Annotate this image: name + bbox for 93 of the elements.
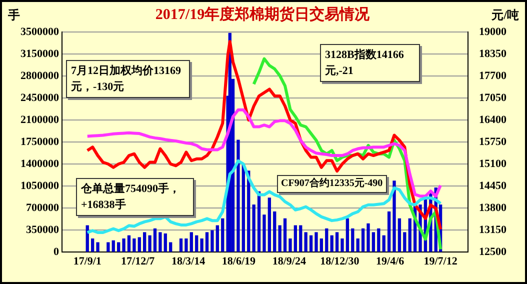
y-tick-label: 2450000	[20, 92, 60, 104]
bar	[372, 232, 376, 252]
bar	[361, 228, 365, 252]
y2-tick-label: 16400	[479, 114, 507, 126]
chart-title: 2017/19年度郑棉期货日交易情况	[155, 4, 371, 23]
y-tick-label: 350000	[26, 224, 60, 236]
bar	[158, 232, 162, 252]
bar	[283, 218, 287, 252]
bar	[122, 238, 126, 252]
x-tick-label: 19/4/6	[376, 255, 405, 268]
y2-tick-label: 13150	[479, 224, 507, 236]
bar	[392, 180, 396, 252]
bar	[330, 235, 334, 252]
bar	[242, 164, 245, 252]
bar	[96, 242, 100, 252]
bar	[309, 235, 313, 252]
bar	[398, 218, 402, 252]
bar	[164, 233, 167, 252]
bar	[184, 238, 188, 252]
annotation: 7月12日加权均价13169元，-130元	[66, 60, 190, 98]
y-tick-label: 3500000	[20, 26, 60, 38]
bar	[112, 240, 115, 252]
bar	[299, 225, 302, 252]
y2-tick-label: 17050	[479, 92, 507, 104]
bar	[153, 228, 157, 252]
y-tick-label: 2100000	[20, 114, 60, 126]
y2-tick-label: 12500	[479, 246, 507, 258]
bar	[216, 225, 219, 252]
bar	[377, 228, 380, 252]
y-tick-label: 1750000	[20, 136, 60, 148]
bar	[205, 232, 209, 252]
bar	[408, 218, 412, 252]
bar	[382, 235, 386, 252]
bar	[148, 235, 152, 252]
y-tick-label: 2800000	[20, 70, 60, 82]
bar	[340, 238, 344, 252]
bar	[179, 238, 183, 252]
bar	[346, 218, 350, 252]
y-tick-label: 1050000	[20, 180, 60, 192]
x-tick-label: 19/7/12	[424, 255, 458, 268]
bar	[169, 242, 172, 252]
bar	[294, 225, 298, 252]
y2-tick-label: 19000	[479, 26, 507, 38]
bar	[387, 211, 391, 252]
y2-tick-label: 14450	[479, 180, 507, 192]
bar	[200, 238, 204, 252]
annotation: 3128B指数14166元,-21	[320, 44, 420, 82]
bar	[132, 238, 136, 252]
y2-tick-label: 18350	[479, 48, 507, 60]
bar	[366, 223, 370, 252]
x-tick-label: 17/9/1	[73, 255, 102, 268]
y-tick-label: 3150000	[20, 48, 60, 60]
bar	[351, 228, 354, 252]
bar	[288, 238, 292, 252]
bar	[195, 235, 198, 252]
annotation: 仓单总量754090手，+16838手	[76, 178, 194, 216]
bar	[90, 238, 94, 252]
y2-tick-label: 17700	[479, 70, 507, 82]
bar	[117, 242, 120, 252]
bar	[106, 242, 110, 252]
bar	[138, 237, 141, 252]
bar	[236, 140, 240, 252]
y-tick-label: 0	[54, 246, 60, 258]
bar	[273, 211, 276, 252]
y-tick-label: 700000	[26, 202, 60, 214]
bar	[356, 238, 360, 252]
bar	[403, 232, 406, 252]
y2-tick-label: 15750	[479, 136, 507, 148]
bar	[210, 230, 214, 252]
x-tick-label: 18/9/24	[272, 255, 306, 268]
bar	[304, 232, 308, 252]
bar	[143, 232, 146, 252]
bar	[221, 218, 224, 252]
x-tick-label: 18/6/19	[222, 255, 256, 268]
bar	[325, 228, 328, 252]
x-tick-label: 18/3/14	[171, 255, 206, 268]
bar	[127, 235, 131, 252]
y-axis-title: 手	[7, 8, 20, 22]
y2-axis-title: 元/吨	[490, 8, 519, 22]
bar	[320, 238, 324, 252]
y2-tick-label: 15100	[479, 158, 507, 170]
x-tick-label: 17/12/7	[121, 255, 156, 268]
bar	[314, 232, 318, 252]
bar	[252, 204, 256, 252]
bar	[278, 225, 282, 252]
y2-tick-label: 13800	[479, 202, 507, 214]
bar	[190, 232, 193, 252]
y-tick-label: 1400000	[20, 158, 60, 170]
annotation: CF907合约12335元-490	[277, 175, 387, 193]
bar	[262, 214, 266, 252]
x-tick-label: 18/12/30	[320, 255, 360, 268]
bar	[268, 198, 271, 252]
bar	[335, 232, 339, 252]
